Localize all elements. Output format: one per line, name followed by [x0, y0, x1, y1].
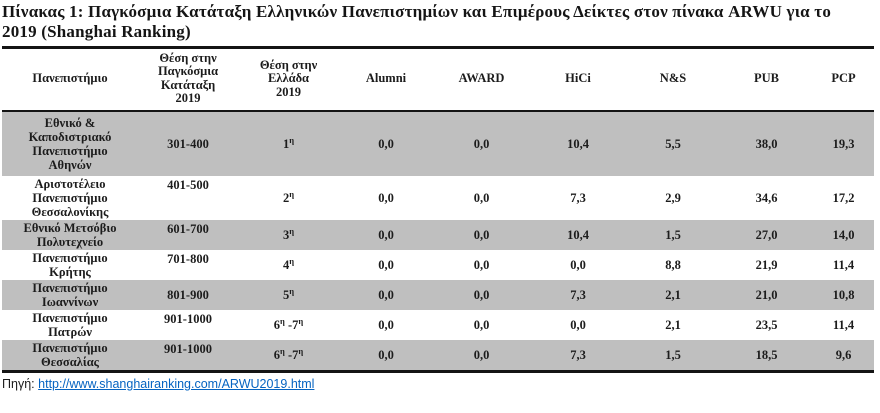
cell-university: Εθνικό & Καποδιστριακό Πανεπιστήμιο Αθην… — [28, 115, 112, 172]
cell-world_rank: 901-1000 — [164, 341, 212, 356]
cell-ns: 2,9 — [665, 190, 681, 205]
table-row: Πανεπιστήμιο Θεσσαλίας 901-1000 6η -7η 0,0 0… — [2, 339, 874, 372]
cell-pcp: 11,4 — [832, 257, 855, 272]
table-header: Πανεπιστήμιο Θέση στην Παγκόσμια Κατάταξη… — [2, 47, 874, 112]
column-header-pub: PUB — [720, 47, 813, 112]
ordinal-suffix: η — [289, 134, 295, 145]
ordinal-suffix: η — [298, 345, 304, 356]
column-header-award: AWARD — [433, 47, 530, 112]
cell-ns: 8,8 — [665, 257, 681, 272]
table-row: Αριστοτέλειο Πανεπιστήμιο Θεσσαλονίκης 40… — [2, 176, 874, 220]
cell-hici: 10,4 — [567, 136, 589, 151]
cell-alumni: 0,0 — [378, 136, 394, 151]
cell-award: 0,0 — [473, 257, 490, 272]
ordinal-suffix: η — [289, 188, 295, 199]
cell-pub: 38,0 — [755, 136, 778, 151]
cell-pcp: 11,4 — [832, 317, 855, 332]
column-header-greece_rank: Θέση στην Ελλάδα 2019 — [238, 47, 339, 112]
column-header-ns: N&S — [626, 47, 720, 112]
cell-pub: 21,0 — [755, 287, 778, 302]
cell-pub: 18,5 — [755, 347, 778, 362]
source-label: Πηγή: — [2, 376, 35, 391]
table-title: Πίνακας 1: Παγκόσμια Κατάταξη Ελληνικών … — [2, 2, 832, 42]
ordinal-suffix: η — [280, 345, 285, 356]
cell-hici: 10,4 — [567, 227, 589, 242]
cell-alumni: 0,0 — [378, 190, 394, 205]
cell-pcp: 14,0 — [832, 227, 855, 242]
source-line: Πηγή: http://www.shanghairanking.com/ARW… — [2, 377, 880, 391]
table-row: Πανεπιστήμιο Πατρών 901-1000 6η -7η 0,0 0,0 0… — [2, 310, 874, 340]
cell-university: Πανεπιστήμιο Κρήτης — [32, 250, 108, 279]
cell-ns: 1,5 — [665, 347, 681, 362]
cell-pub: 23,5 — [755, 317, 778, 332]
column-header-hici: HiCi — [530, 47, 626, 112]
cell-greece_rank: 2η — [282, 188, 295, 205]
cell-ns: 2,1 — [665, 317, 681, 332]
ordinal-suffix: η — [289, 255, 295, 266]
cell-university: Πανεπιστήμιο Ιωαννίνων — [32, 280, 108, 309]
cell-pcp: 17,2 — [832, 190, 855, 205]
source-link[interactable]: http://www.shanghairanking.com/ARWU2019.… — [38, 376, 315, 391]
cell-award: 0,0 — [473, 347, 490, 362]
cell-world_rank: 301-400 — [167, 136, 209, 151]
header-row: Πανεπιστήμιο Θέση στην Παγκόσμια Κατάταξη… — [2, 47, 874, 112]
cell-award: 0,0 — [473, 227, 490, 242]
cell-greece_rank: 4η — [282, 255, 295, 272]
cell-ns: 5,5 — [665, 136, 681, 151]
cell-greece_rank: 6η -7η — [273, 345, 304, 362]
rankings-table: Πανεπιστήμιο Θέση στην Παγκόσμια Κατάταξη… — [2, 45, 874, 373]
ordinal-suffix: η — [289, 225, 295, 236]
column-header-alumni: Alumni — [339, 47, 433, 112]
cell-world_rank: 901-1000 — [164, 311, 212, 326]
cell-world_rank: 401-500 — [167, 177, 209, 192]
table-body: Εθνικό & Καποδιστριακό Πανεπιστήμιο Αθην… — [2, 110, 874, 372]
cell-pcp: 9,6 — [835, 347, 852, 362]
cell-university: Πανεπιστήμιο Πατρών — [32, 310, 108, 339]
cell-pcp: 10,8 — [832, 287, 855, 302]
cell-award: 0,0 — [473, 190, 490, 205]
cell-pub: 21,9 — [755, 257, 778, 272]
cell-greece_rank: 3η — [282, 225, 295, 242]
cell-alumni: 0,0 — [378, 287, 394, 302]
cell-hici: 7,3 — [570, 190, 586, 205]
cell-alumni: 0,0 — [378, 227, 394, 242]
column-header-university: Πανεπιστήμιο — [2, 47, 138, 112]
cell-ns: 1,5 — [665, 227, 681, 242]
ordinal-suffix: η — [280, 315, 285, 326]
cell-award: 0,0 — [473, 136, 490, 151]
cell-greece_rank: 6η -7η — [273, 315, 304, 332]
column-header-pcp: PCP — [813, 47, 874, 112]
cell-alumni: 0,0 — [378, 347, 394, 362]
table-row: Πανεπιστήμιο Ιωαννίνων 801-900 5η 0,0 0,0 7,3… — [2, 279, 874, 310]
cell-award: 0,0 — [473, 287, 490, 302]
cell-greece_rank: 1η — [282, 134, 295, 151]
cell-hici: 0,0 — [570, 317, 586, 332]
table-row: Εθνικό Μετσόβιο Πολυτεχνείο 601-700 3η 0,0 0… — [2, 219, 874, 250]
cell-alumni: 0,0 — [378, 317, 394, 332]
cell-university: Εθνικό Μετσόβιο Πολυτεχνείο — [23, 220, 117, 249]
cell-pub: 27,0 — [755, 227, 778, 242]
table-row: Πανεπιστήμιο Κρήτης 701-800 4η 0,0 0,0 0,0 8,8… — [2, 250, 874, 280]
cell-world_rank: 601-700 — [167, 221, 209, 236]
cell-greece_rank: 5η — [282, 285, 295, 302]
cell-pcp: 19,3 — [832, 136, 855, 151]
table-row: Εθνικό & Καποδιστριακό Πανεπιστήμιο Αθην… — [2, 110, 874, 176]
cell-alumni: 0,0 — [378, 257, 394, 272]
cell-ns: 2,1 — [665, 287, 681, 302]
cell-world_rank: 801-900 — [167, 287, 209, 302]
cell-world_rank: 701-800 — [167, 251, 209, 266]
cell-pub: 34,6 — [755, 190, 778, 205]
cell-hici: 0,0 — [570, 257, 586, 272]
cell-university: Αριστοτέλειο Πανεπιστήμιο Θεσσαλονίκης — [31, 176, 109, 219]
ordinal-suffix: η — [298, 315, 304, 326]
ordinal-suffix: η — [289, 285, 295, 296]
cell-university: Πανεπιστήμιο Θεσσαλίας — [32, 340, 108, 369]
cell-hici: 7,3 — [570, 347, 586, 362]
column-header-world_rank: Θέση στην Παγκόσμια Κατάταξη 2019 — [138, 47, 238, 112]
cell-award: 0,0 — [473, 317, 490, 332]
cell-hici: 7,3 — [570, 287, 586, 302]
